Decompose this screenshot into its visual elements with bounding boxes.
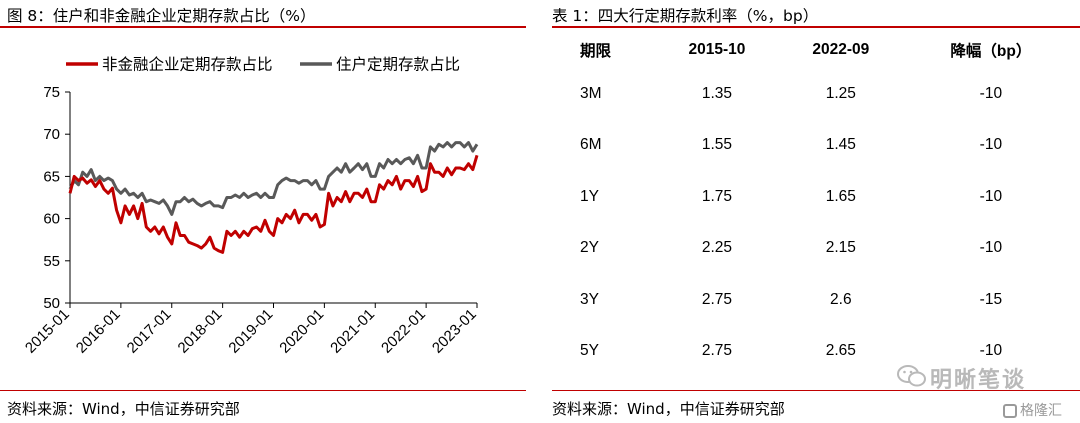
cell-decline: -10 — [979, 239, 1003, 257]
cell-term: 6M — [580, 136, 602, 154]
cell-rate-2022: 1.45 — [825, 136, 856, 154]
y-tick-label: 75 — [43, 84, 60, 101]
x-axis: 2015-01 2016-01 2017-01 2018-01 2019-01 2020-… — [22, 302, 480, 357]
cell-decline: -15 — [979, 290, 1003, 308]
table-row: 6M 1.55 1.45 -10 — [552, 120, 1079, 172]
cell-term: 2Y — [580, 239, 599, 257]
legend-label: 住户定期存款占比 — [336, 56, 460, 74]
cell-rate-2022: 2.65 — [825, 342, 856, 360]
y-tick-label: 65 — [43, 168, 60, 185]
cell-decline: -10 — [979, 342, 1003, 360]
cell-term: 5Y — [580, 342, 599, 360]
y-tick-label: 50 — [43, 295, 60, 312]
header-term: 期限 — [580, 43, 612, 60]
y-axis: 50 55 60 65 70 75 — [43, 84, 71, 312]
header-2015-10: 2015-10 — [688, 41, 746, 58]
chart-title: 图 8：住户和非金融企业定期存款占比（%） — [7, 7, 316, 25]
x-tick-label: 2019-01 — [225, 306, 276, 357]
table-title: 表 1：四大行定期存款利率（%，bp） — [552, 7, 819, 25]
table-row: 3M 1.35 1.25 -10 — [552, 68, 1079, 120]
cell-decline: -10 — [979, 84, 1003, 102]
watermark-gelonghui: 格隆汇 — [1003, 400, 1062, 420]
header-decline: 降幅（bp） — [950, 43, 1032, 60]
cell-rate-2022: 1.65 — [825, 187, 856, 205]
wechat-icon — [897, 365, 926, 387]
legend-item-corporate: 非金融企业定期存款占比 — [66, 56, 273, 74]
gelonghui-logo-icon — [1003, 404, 1017, 418]
header-2022-09: 2022-09 — [812, 41, 870, 58]
title-rule — [0, 26, 526, 28]
chart-source: 资料来源：Wind，中信证券研究部 — [7, 400, 240, 418]
table-row: 3Y 2.75 2.6 -15 — [552, 274, 1079, 326]
cell-rate-2022: 2.15 — [825, 239, 856, 257]
x-tick-label: 2022-01 — [378, 306, 429, 357]
watermark-text: 明晰笔谈 — [930, 368, 1027, 393]
source-rule — [0, 390, 526, 391]
y-tick-label: 55 — [43, 253, 60, 270]
table-row: 5Y 2.75 2.65 -10 — [552, 326, 1079, 378]
cell-rate-2015: 2.75 — [701, 342, 733, 360]
series-line-household — [68, 141, 479, 216]
table-header-row: 期限 2015-10 2022-09 降幅（bp） — [552, 32, 1079, 68]
x-tick-label: 2023-01 — [429, 306, 480, 357]
line-chart: 非金融企业定期存款占比 住户定期存款占比 50 55 60 65 70 75 2015-01… — [22, 56, 480, 357]
cell-decline: -10 — [979, 187, 1003, 205]
cell-rate-2015: 1.75 — [701, 187, 733, 205]
table-row: 1Y 1.75 1.65 -10 — [552, 171, 1079, 223]
legend-item-household: 住户定期存款占比 — [300, 56, 460, 74]
cell-rate-2015: 1.35 — [701, 84, 733, 102]
cell-rate-2015: 2.25 — [701, 239, 733, 257]
series-lines — [68, 141, 479, 254]
table-title-rule — [552, 26, 1080, 28]
x-tick-label: 2018-01 — [174, 306, 225, 357]
rate-table: 期限 2015-10 2022-09 降幅（bp） 3M 1.35 1.25 -… — [552, 32, 1079, 377]
cell-rate-2022: 1.25 — [825, 84, 856, 102]
x-tick-label: 2016-01 — [73, 306, 124, 357]
x-tick-label: 2021-01 — [327, 306, 378, 357]
legend-label: 非金融企业定期存款占比 — [102, 56, 273, 74]
x-tick-label: 2020-01 — [276, 306, 327, 357]
table-source: 资料来源：Wind，中信证券研究部 — [552, 400, 785, 418]
x-tick-label: 2015-01 — [22, 306, 73, 357]
cell-term: 3Y — [580, 290, 599, 308]
cell-term: 1Y — [580, 187, 599, 205]
cell-rate-2022: 2.6 — [830, 290, 852, 308]
watermark-gelonghui-text: 格隆汇 — [1020, 403, 1062, 419]
y-tick-label: 60 — [43, 211, 60, 228]
cell-rate-2015: 1.55 — [701, 136, 733, 154]
cell-rate-2015: 2.75 — [701, 290, 733, 308]
cell-term: 3M — [580, 84, 602, 102]
x-tick-label: 2017-01 — [124, 306, 175, 357]
table-source-rule — [552, 390, 1080, 391]
series-line-corporate — [68, 154, 479, 254]
y-tick-label: 70 — [43, 126, 60, 143]
table-row: 2Y 2.25 2.15 -10 — [552, 223, 1079, 275]
cell-decline: -10 — [979, 136, 1003, 154]
chart-legend: 非金融企业定期存款占比 住户定期存款占比 — [66, 56, 460, 74]
